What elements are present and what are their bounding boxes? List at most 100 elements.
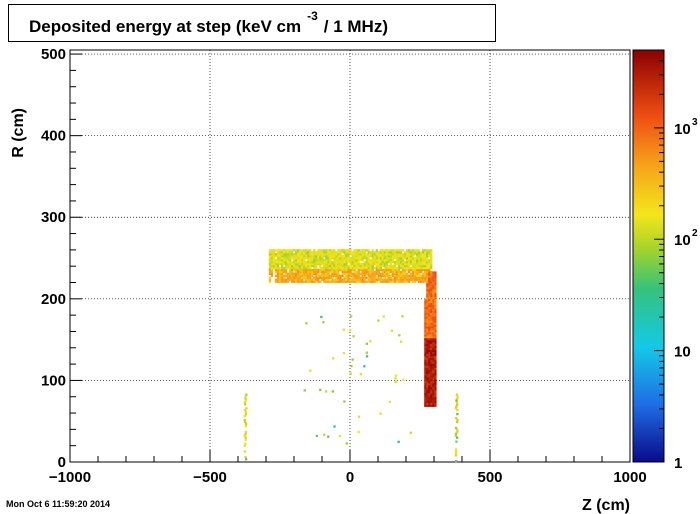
- heatmap-cell: [403, 276, 407, 279]
- heatmap-cell: [357, 276, 360, 279]
- heatmap-cell: [329, 268, 332, 272]
- heatmap-cell: [327, 251, 330, 254]
- heatmap-cell: [426, 266, 429, 270]
- heatmap-cell: [335, 259, 338, 262]
- heatmap-cell: [377, 270, 380, 274]
- heatmap-cell: [434, 349, 437, 352]
- heatmap-cell: [395, 262, 399, 266]
- heatmap-cell: [422, 251, 425, 254]
- heatmap-cell: [395, 249, 399, 252]
- heatmap-cell: [432, 293, 435, 296]
- heatmap-cell: [428, 312, 431, 315]
- heatmap-cell: [426, 351, 429, 354]
- heatmap-cell: [369, 280, 372, 283]
- heatmap-cell: [305, 257, 308, 260]
- heatmap-cell: [369, 268, 372, 272]
- heatmap-cell: [371, 268, 374, 272]
- heatmap-cell: [307, 249, 310, 252]
- heatmap-cell: [399, 278, 403, 281]
- heatmap-cell: [313, 262, 316, 266]
- heatmap-cell: [243, 418, 246, 422]
- heatmap-cell: [315, 272, 318, 275]
- heatmap-cell: [387, 255, 390, 258]
- heatmap-cell: [424, 343, 427, 347]
- heatmap-cell: [369, 261, 372, 264]
- heatmap-cell: [323, 268, 326, 272]
- heatmap-cell: [432, 326, 435, 329]
- heatmap-cell: [353, 270, 356, 274]
- heatmap-cell: [373, 280, 376, 283]
- heatmap-cell: [371, 261, 374, 264]
- heatmap-cell: [397, 266, 401, 270]
- heatmap-cell: [339, 249, 342, 252]
- heatmap-cell: [409, 257, 413, 260]
- heatmap-cell: [411, 262, 415, 266]
- heatmap-cell: [353, 280, 356, 283]
- heatmap-cell: [420, 262, 423, 266]
- heatmap-cell: [377, 257, 380, 260]
- heatmap-cell: [434, 310, 437, 313]
- heatmap-cell: [414, 268, 417, 272]
- heatmap-cell: [343, 276, 346, 279]
- heatmap-cell: [397, 251, 401, 254]
- heatmap-cell: [243, 415, 246, 418]
- heatmap-cell: [297, 249, 300, 252]
- heatmap-cell: [428, 379, 431, 382]
- heatmap-cell: [428, 369, 431, 372]
- heatmap-cell: [391, 278, 395, 281]
- heatmap-cell: [282, 266, 286, 270]
- heatmap-cell: [409, 262, 413, 266]
- heatmap-cell: [426, 289, 429, 292]
- heatmap-cell: [315, 270, 318, 274]
- heatmap-cell: [375, 262, 378, 266]
- heatmap-cell: [428, 365, 431, 368]
- heatmap-cell: [424, 365, 427, 368]
- heatmap-cell: [434, 386, 437, 390]
- heatmap-cell: [428, 388, 431, 392]
- heatmap-cell: [278, 259, 282, 262]
- heatmap-cell: [434, 298, 437, 302]
- heatmap-cell: [315, 280, 318, 283]
- heatmap-cell: [363, 257, 366, 260]
- heatmap-cell: [430, 308, 433, 311]
- heatmap-cell: [432, 367, 435, 370]
- heatmap-cell: [418, 253, 421, 256]
- heatmap-cell: [389, 259, 393, 262]
- heatmap-cell: [426, 276, 429, 279]
- heatmap-cell: [293, 278, 296, 281]
- heatmap-cell: [341, 262, 344, 266]
- heatmap-cell: [389, 270, 393, 274]
- heatmap-cell: [434, 285, 437, 288]
- heatmap-cell: [293, 264, 296, 268]
- heatmap-cell: [367, 257, 370, 260]
- heatmap-cell: [363, 272, 366, 275]
- heatmap-cell: [284, 272, 288, 275]
- heatmap-cell: [424, 341, 427, 345]
- heatmap-cell: [432, 402, 435, 405]
- heatmap-cell: [343, 249, 346, 252]
- heatmap-cell: [432, 396, 435, 399]
- heatmap-cell: [407, 280, 411, 283]
- heatmap-cell: [428, 302, 431, 305]
- heatmap-cell: [331, 264, 334, 268]
- heatmap-cell: [430, 251, 433, 254]
- heatmap-cell: [278, 272, 282, 275]
- heatmap-cell: [379, 412, 382, 415]
- heatmap-cell: [373, 272, 376, 275]
- heatmap-cell: [347, 257, 350, 260]
- heatmap-cell: [426, 341, 429, 345]
- heatmap-cell: [428, 334, 431, 337]
- heatmap-cell: [383, 259, 386, 262]
- heatmap-cell: [381, 253, 384, 256]
- heatmap-cell: [397, 262, 401, 266]
- heatmap-cell: [432, 351, 435, 354]
- heatmap-cell: [305, 249, 308, 252]
- heatmap-cell: [369, 251, 372, 254]
- heatmap-cell: [309, 278, 312, 281]
- heatmap-cell: [411, 251, 415, 254]
- heatmap-cell: [430, 361, 433, 364]
- heatmap-cell: [434, 271, 437, 274]
- heatmap-cell: [339, 251, 342, 254]
- heatmap-cell: [299, 264, 302, 268]
